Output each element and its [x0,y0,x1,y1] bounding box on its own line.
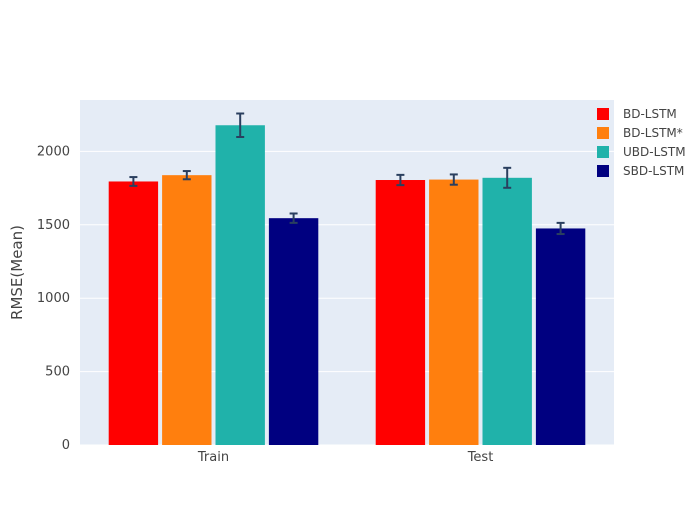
legend-swatch [597,127,609,139]
bar-sbd-lstm-test [535,228,586,445]
bar-bd-lstm-test [375,180,426,446]
error-bar [182,170,191,181]
bar-bd-lstm--train [162,175,212,445]
y-tick-label: 500 [45,365,70,380]
y-axis-ticks: 0 500 1000 1500 2000 [37,144,70,453]
error-bar [449,173,458,186]
x-axis-ticks: Train Test [197,450,493,465]
legend-swatch [597,165,609,177]
error-bar [236,112,245,138]
error-bar [129,176,138,187]
y-axis-title: RMSE(Mean) [8,225,26,320]
y-tick-label: 1500 [37,218,70,233]
bar-bd-lstm-train [108,181,159,445]
legend-swatch [597,146,609,158]
error-bars [129,112,565,236]
y-tick-label: 1000 [37,291,70,306]
x-tick-label: Test [467,450,494,465]
y-tick-label: 0 [62,438,70,453]
legend-label: SBD-LSTM [623,164,684,178]
legend-item-ubd-lstm[interactable]: UBD-LSTM [597,145,686,159]
legend-label: UBD-LSTM [623,145,686,159]
legend-label: BD-LSTM [623,107,677,121]
x-tick-label: Train [197,450,229,465]
bar-sbd-lstm-train [268,218,319,445]
legend-item-bd-lstm[interactable]: BD-LSTM [597,107,677,121]
legend-item-bd-lstm-[interactable]: BD-LSTM* [597,126,683,140]
bar-ubd-lstm-test [482,177,532,445]
y-tick-label: 2000 [37,144,70,159]
bar-ubd-lstm-train [215,125,265,445]
error-bar [503,166,512,189]
legend-swatch [597,108,609,120]
error-bar [289,212,298,224]
bars [108,125,586,446]
bar-bd-lstm--test [429,179,479,446]
legend[interactable]: BD-LSTM BD-LSTM* UBD-LSTM SBD-LSTM [597,107,686,178]
error-bar [396,173,405,187]
error-bar [556,221,565,236]
legend-label: BD-LSTM* [623,126,683,140]
legend-item-sbd-lstm[interactable]: SBD-LSTM [597,164,684,178]
